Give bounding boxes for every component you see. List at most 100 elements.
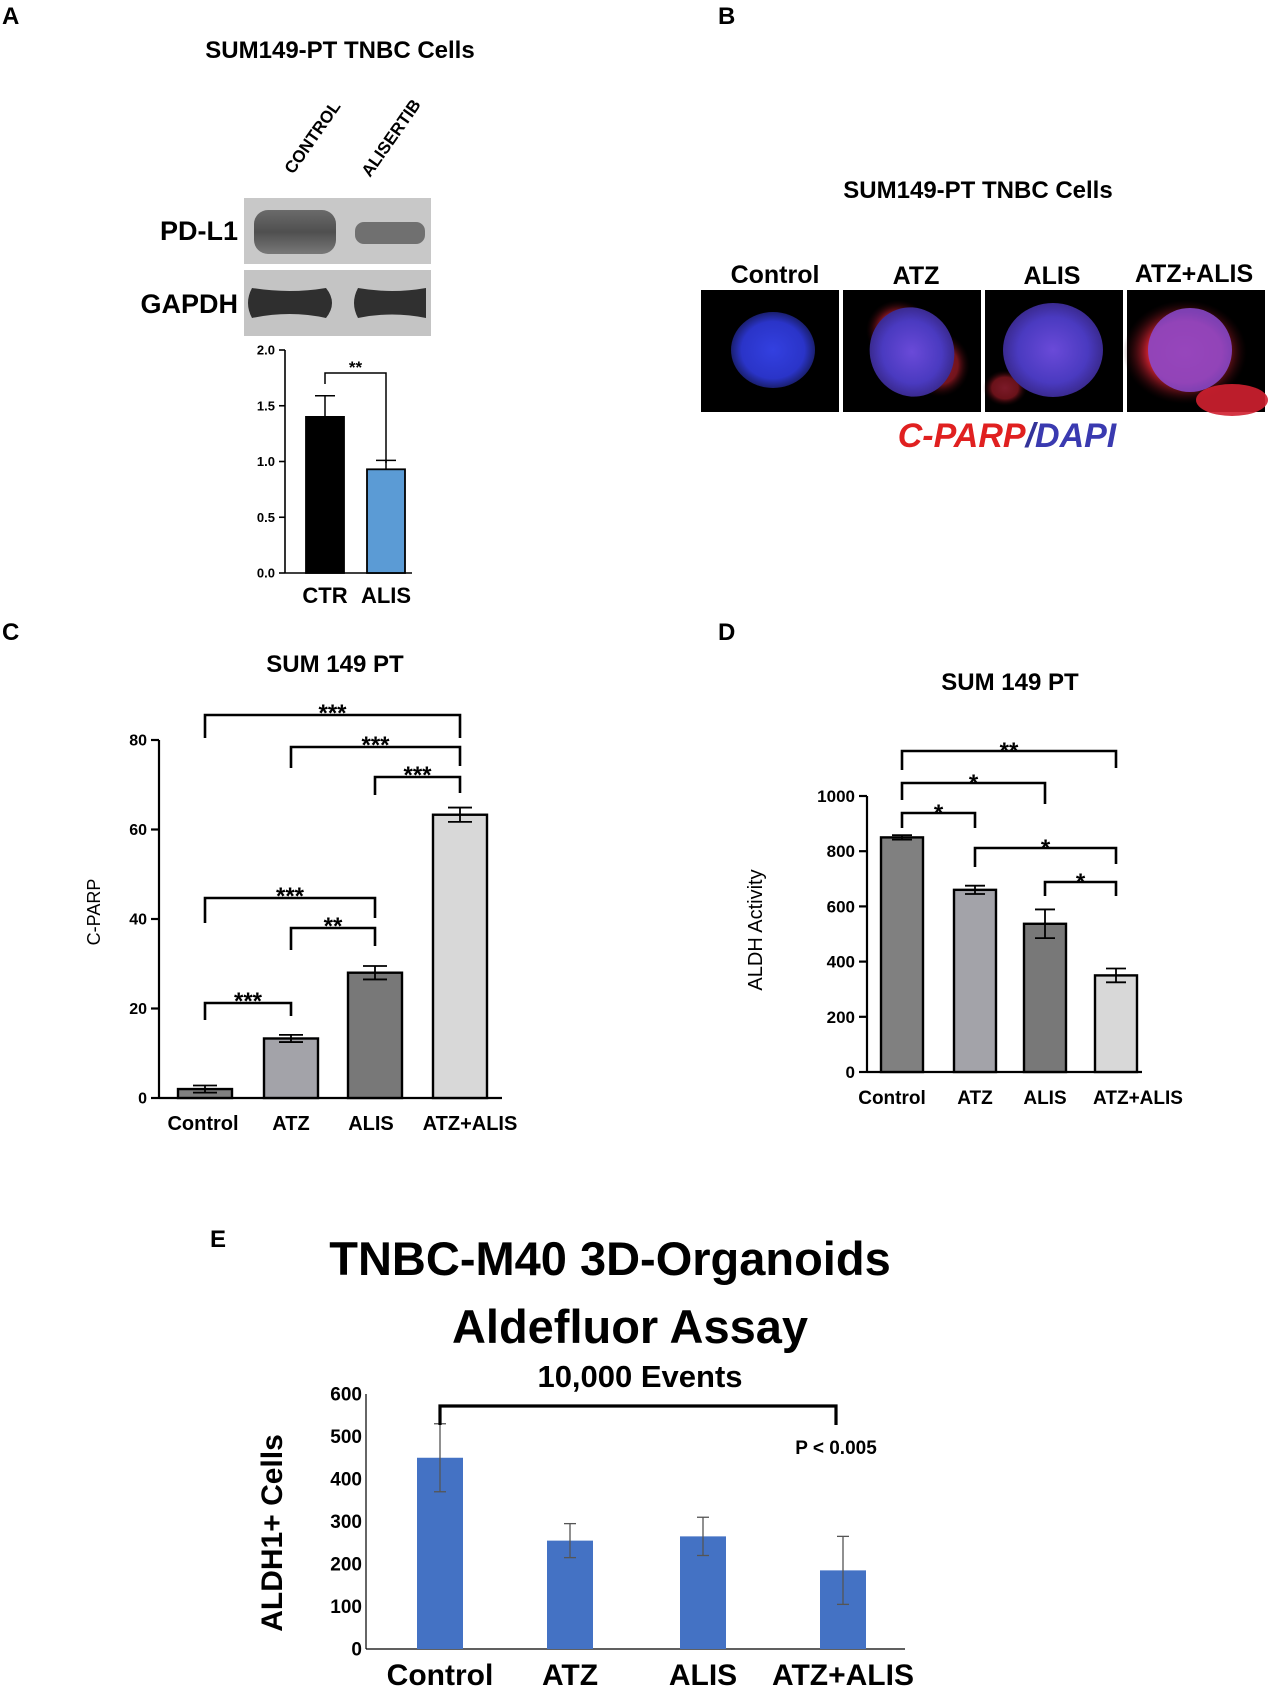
panel-a: SUM149-PT TNBC Cells CONTROL ALISERTIB P… [140, 37, 474, 608]
panel-e-ylabel: ALDH1+ Cells [256, 1434, 289, 1632]
panel-d-bar-chart: 0 200 400 600 800 1000 Control ATZ ALIS ATZ+ALIS *… [817, 738, 1183, 1109]
panel-letter-d: D [718, 619, 735, 646]
panel-c-sig-label-5: *** [234, 988, 263, 1015]
panel-c-sig-bracket-1 [289, 745, 462, 768]
panel-d-y-tick-label: 1000 [817, 787, 855, 806]
panel-d-sig-bracket-3 [973, 846, 1118, 867]
panel-c-y-tick-label: 80 [129, 733, 147, 750]
panel-a-sig-label-0: ** [349, 358, 363, 377]
panel-d-y-tick-label: 400 [827, 953, 855, 972]
panel-c-ylabel: C-PARP [84, 879, 104, 946]
micrograph-control [701, 290, 839, 412]
panel-d-bar-0 [879, 836, 925, 1074]
panel-d-sig-label-0: ** [1000, 738, 1019, 765]
panel-d-category-label-3: ATZ+ALIS [1093, 1088, 1183, 1109]
panel-letter-a: A [2, 3, 19, 30]
western-blot-pdl1 [244, 198, 431, 264]
panel-c-sig-label-0: *** [318, 700, 347, 727]
panel-a-category-label-0: CTR [302, 583, 347, 608]
panel-c-sig-bracket-3 [203, 896, 377, 923]
panel-d-category-label-2: ALIS [1023, 1088, 1066, 1109]
panel-e-category-label-0: Control [387, 1659, 494, 1691]
panel-c-sig-label-1: *** [361, 732, 390, 759]
panel-d-y-tick-label: 0 [846, 1063, 855, 1082]
panel-c-sig-label-2: *** [403, 762, 432, 789]
stain-legend-cparp: C-PARP [898, 417, 1026, 455]
panel-c-category-label-2: ALIS [348, 1113, 394, 1135]
panel-c-sig-label-4: ** [324, 913, 343, 940]
panel-e-title-line2: Aldefluor Assay [452, 1300, 808, 1353]
panel-c-title: SUM 149 PT [266, 651, 404, 678]
panel-a-sig-bracket-0 [324, 372, 387, 463]
panel-c-category-label-1: ATZ [272, 1113, 309, 1135]
panel-d-y-tick-label: 600 [827, 897, 855, 916]
panel-d-y-tick-label: 800 [827, 842, 855, 861]
panel-e-y-tick-label: 100 [330, 1597, 362, 1618]
stain-legend: C-PARP/DAPI [898, 417, 1118, 455]
panel-e-title-line1: TNBC-M40 3D-Organoids [329, 1232, 890, 1285]
panel-e-category-label-1: ATZ [542, 1659, 598, 1691]
panel-c: SUM 149 PT C-PARP 0 20 40 60 80 Control ATZ ALI… [84, 651, 517, 1135]
panel-d-sig-label-3: * [1041, 835, 1051, 862]
panel-c-sig-bracket-4 [289, 926, 377, 950]
panel-e-category-label-2: ALIS [669, 1659, 737, 1691]
panel-e-y-tick-label: 300 [330, 1512, 362, 1533]
panel-c-category-label-0: Control [167, 1113, 238, 1135]
panel-c-bar-2 [346, 971, 404, 1100]
panel-d-ylabel: ALDH Activity [745, 869, 767, 990]
panel-a-title: SUM149-PT TNBC Cells [205, 37, 474, 64]
panel-a-y-tick-label: 1.5 [257, 398, 275, 413]
panel-a-category-label-1: ALIS [361, 583, 411, 608]
lane-label-control: CONTROL [281, 98, 345, 178]
panel-d-bar-1 [952, 888, 998, 1074]
western-blot-gapdh [244, 270, 431, 336]
blot-label-gapdh: GAPDH [140, 289, 238, 319]
panel-a-bar-1 [366, 468, 406, 574]
panel-e-y-tick-label: 0 [351, 1640, 362, 1661]
panel-d-bar-2 [1022, 922, 1068, 1074]
panel-c-sig-bracket-0 [203, 713, 462, 738]
panel-c-sig-bracket-2 [373, 775, 462, 795]
lane-label-alisertib: ALISERTIB [358, 96, 425, 180]
panel-b-col-alis: ALIS [1024, 262, 1081, 290]
panel-d-sig-label-1: * [969, 770, 979, 797]
panel-e-y-tick-label: 200 [330, 1555, 362, 1576]
panel-c-y-tick-label: 40 [129, 912, 147, 929]
panel-d-sig-bracket-1 [900, 781, 1047, 804]
panel-d-bar-3 [1093, 974, 1139, 1074]
panel-c-y-tick-label: 20 [129, 1001, 147, 1018]
panel-d-sig-bracket-0 [900, 749, 1118, 770]
panel-b: SUM149-PT TNBC Cells Control ATZ ALIS AT… [701, 177, 1268, 455]
panel-a-bar-0 [305, 415, 345, 574]
panel-a-y-tick-label: 2.0 [257, 343, 275, 358]
panel-e-y-tick-label: 500 [330, 1427, 362, 1448]
panel-c-sig-bracket-5 [203, 1001, 293, 1020]
panel-c-bar-3 [431, 813, 489, 1100]
panel-letter-c: C [2, 619, 19, 646]
panel-e-bar-chart: 0 100 200 300 400 500 600 Control ATZ ALIS ATZ+ALI… [330, 1385, 914, 1691]
micrograph-alis [983, 290, 1123, 412]
panel-c-category-label-3: ATZ+ALIS [423, 1113, 518, 1135]
panel-e-y-tick-label: 400 [330, 1470, 362, 1491]
panel-d-category-label-1: ATZ [957, 1088, 993, 1109]
panel-c-bar-1 [262, 1037, 320, 1100]
panel-e-subtitle: 10,000 Events [537, 1359, 742, 1394]
panel-d-y-tick-label: 200 [827, 1008, 855, 1027]
panel-b-col-atz-alis: ATZ+ALIS [1135, 260, 1253, 288]
micrograph-atz [843, 290, 981, 412]
panel-e-sig-bracket [438, 1404, 838, 1425]
panel-d: SUM 149 PT ALDH Activity 0 200 400 600 800 10… [745, 669, 1183, 1109]
panel-b-col-control: Control [731, 261, 820, 289]
panel-e: TNBC-M40 3D-Organoids Aldefluor Assay 10… [256, 1232, 914, 1691]
panel-a-bar-chart: 0.0 0.5 1.0 1.5 2.0 CTR ALIS ** [257, 343, 412, 608]
panel-e-bar-1 [547, 1540, 593, 1649]
blot-label-pdl1: PD-L1 [160, 216, 238, 246]
panel-c-sig-label-3: *** [276, 883, 305, 910]
panel-e-y-tick-label: 600 [330, 1385, 362, 1406]
stain-legend-dapi: DAPI [1035, 417, 1118, 455]
panel-letter-e: E [210, 1226, 226, 1253]
panel-a-y-tick-label: 0.5 [257, 510, 275, 525]
stain-legend-sep: / [1024, 417, 1039, 455]
panel-a-y-tick-label: 1.0 [257, 454, 275, 469]
